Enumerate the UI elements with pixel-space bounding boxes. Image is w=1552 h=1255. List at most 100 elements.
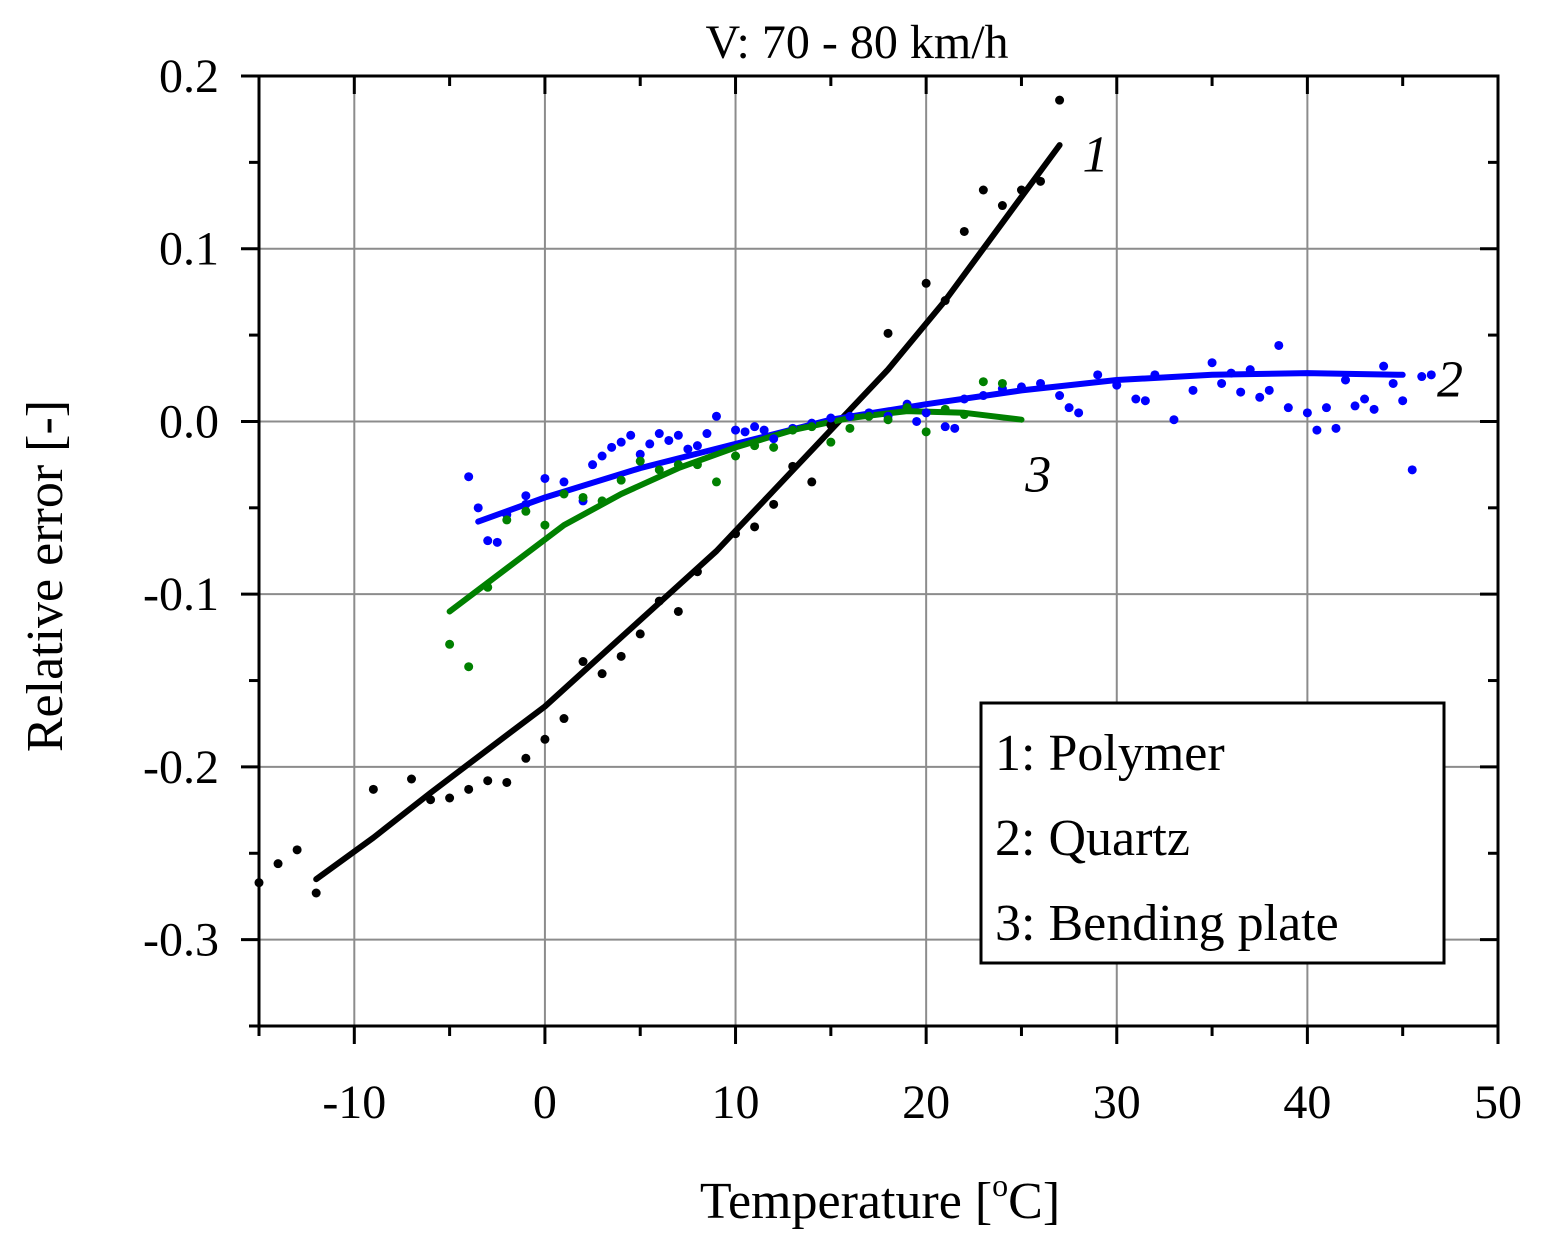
data-point-series-2 (826, 413, 836, 423)
y-tick-label: -0.3 (143, 914, 219, 967)
x-tick-label: 40 (1283, 1076, 1331, 1129)
data-point-series-2 (521, 499, 531, 509)
data-point-series-2 (1150, 370, 1160, 380)
data-point-series-2 (635, 449, 645, 459)
data-point-series-1 (750, 522, 760, 532)
data-point-series-2 (912, 416, 922, 426)
data-point-series-2 (1331, 423, 1341, 433)
data-point-series-2 (731, 425, 741, 435)
x-axis-unit: C] (1008, 1173, 1060, 1230)
data-point-series-1 (997, 201, 1007, 211)
data-point-series-2 (607, 442, 617, 452)
data-point-series-1 (464, 784, 474, 794)
data-point-series-2 (673, 430, 683, 440)
data-points (254, 95, 1436, 898)
legend-entry-bending-plate: 3: Bending plate (995, 895, 1339, 952)
data-point-series-2 (1417, 372, 1427, 382)
data-point-series-2 (1388, 378, 1398, 388)
data-point-series-2 (626, 430, 636, 440)
data-point-series-1 (731, 529, 741, 539)
data-point-series-1 (635, 629, 645, 639)
data-point-series-2 (483, 536, 493, 546)
data-point-series-2 (1036, 378, 1046, 388)
data-point-series-1 (273, 859, 283, 869)
data-point-series-2 (1217, 378, 1227, 388)
legend-box (979, 701, 1446, 965)
data-point-series-3 (807, 422, 817, 432)
data-point-series-2 (1255, 392, 1265, 402)
data-point-series-2 (683, 444, 693, 454)
data-point-series-2 (1321, 403, 1331, 413)
data-point-series-1 (540, 734, 550, 744)
data-point-series-2 (654, 429, 664, 439)
data-point-series-1 (788, 461, 798, 471)
data-point-series-2 (1188, 385, 1198, 395)
data-point-series-3 (692, 460, 702, 470)
data-point-series-3 (940, 404, 950, 414)
y-tick-label: 0.0 (159, 395, 219, 448)
data-point-series-3 (521, 506, 531, 516)
data-point-series-1 (311, 888, 321, 898)
data-point-series-1 (292, 845, 302, 855)
data-point-series-2 (1350, 401, 1360, 411)
data-point-series-2 (978, 391, 988, 401)
data-point-series-2 (1407, 465, 1417, 475)
data-point-series-1 (826, 420, 836, 430)
y-tick-label: -0.1 (143, 568, 219, 621)
data-point-series-2 (1140, 396, 1150, 406)
data-point-series-2 (692, 441, 702, 451)
x-tick-label: 20 (902, 1076, 950, 1129)
data-point-series-3 (997, 378, 1007, 388)
data-point-series-1 (616, 651, 626, 661)
data-point-series-1 (445, 793, 455, 803)
curve-labels: 1 2 3 (1024, 127, 1463, 504)
data-point-series-2 (492, 537, 502, 547)
chart-title: V: 70 - 80 km/h (705, 16, 1008, 69)
data-point-series-2 (750, 422, 760, 432)
data-point-series-1 (673, 606, 683, 616)
data-point-series-2 (1312, 425, 1322, 435)
data-point-series-2 (1064, 403, 1074, 413)
data-point-series-2 (1112, 380, 1122, 390)
data-point-series-3 (883, 415, 893, 425)
data-point-series-2 (1074, 408, 1084, 418)
x-axis-degree: o (992, 1167, 1008, 1203)
data-point-series-1 (654, 596, 664, 606)
y-axis-title: Relative error [-] (17, 400, 74, 752)
x-tick-label: 0 (533, 1076, 557, 1129)
data-point-series-3 (845, 423, 855, 433)
data-point-series-3 (921, 427, 931, 437)
data-point-series-2 (540, 473, 550, 483)
y-tick-label: 0.1 (159, 223, 219, 276)
data-point-series-1 (1016, 185, 1026, 195)
data-point-series-2 (950, 423, 960, 433)
data-point-series-2 (1369, 404, 1379, 414)
legend-entry-polymer: 1: Polymer (995, 725, 1225, 782)
x-tick-label: 50 (1474, 1076, 1522, 1129)
data-point-series-2 (1093, 370, 1103, 380)
data-point-series-3 (788, 425, 798, 435)
data-point-series-2 (1131, 394, 1141, 404)
data-point-series-3 (616, 475, 626, 485)
data-point-series-2 (711, 411, 721, 421)
data-point-series-2 (702, 429, 712, 439)
data-point-series-2 (1226, 368, 1236, 378)
data-point-series-3 (731, 451, 741, 461)
data-point-series-3 (445, 639, 455, 649)
data-point-series-2 (1274, 340, 1284, 350)
data-point-series-3 (464, 662, 474, 672)
fit-curve-series-1 (313, 142, 1063, 883)
data-point-series-3 (540, 520, 550, 530)
x-axis-title: Temperature [oC] (700, 1167, 1060, 1230)
data-point-series-2 (664, 435, 674, 445)
x-tick-label: 30 (1093, 1076, 1141, 1129)
axis-ticks (241, 74, 1500, 1044)
data-point-series-2 (1236, 387, 1246, 397)
data-point-series-1 (502, 777, 512, 787)
data-point-series-2 (645, 439, 655, 449)
data-point-series-1 (1055, 95, 1065, 105)
x-axis-title-text: Temperature [ (700, 1173, 992, 1230)
data-point-series-3 (711, 477, 721, 487)
data-point-series-2 (1360, 394, 1370, 404)
